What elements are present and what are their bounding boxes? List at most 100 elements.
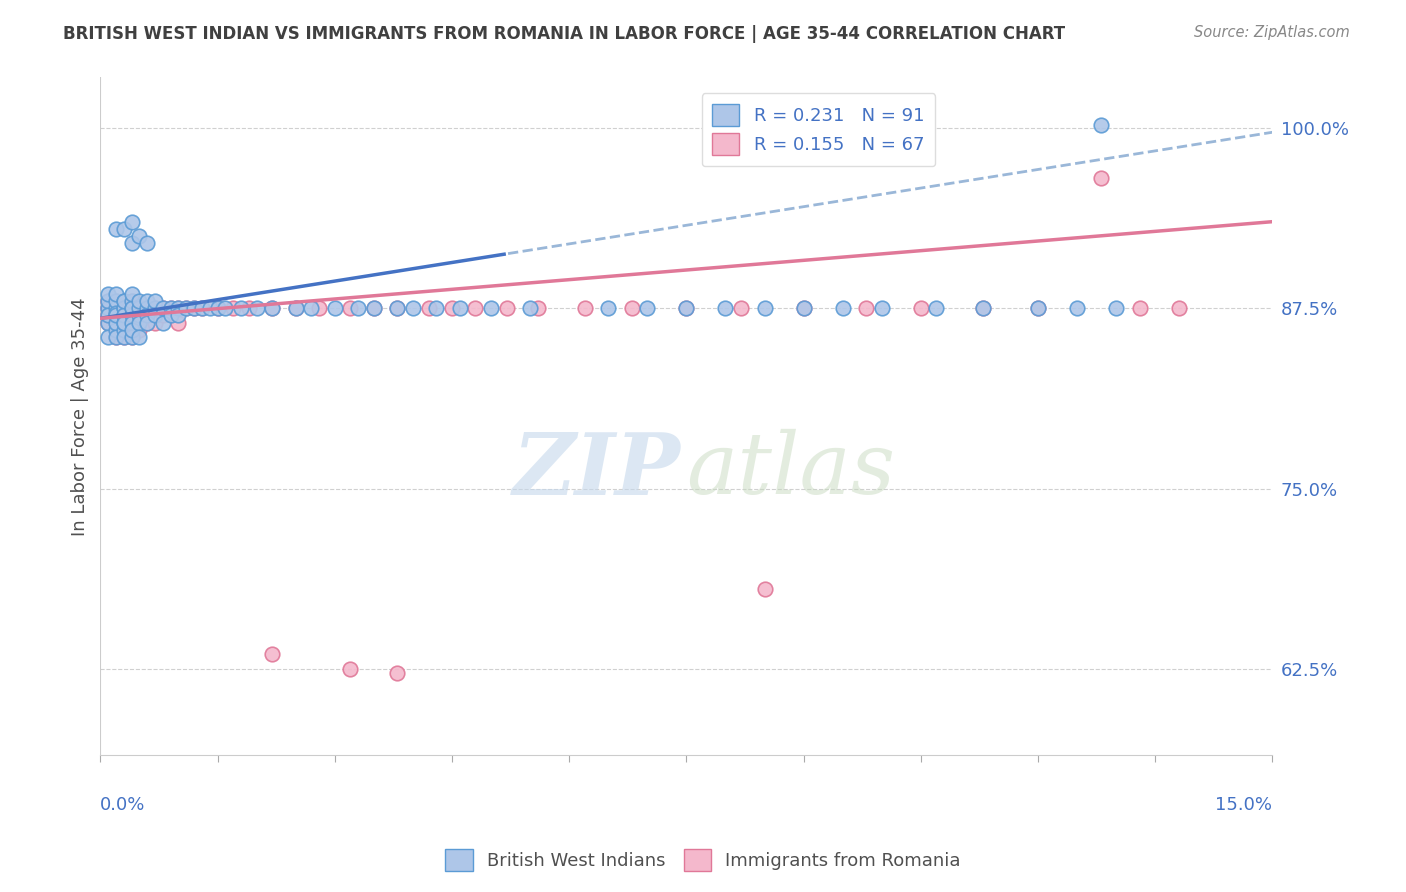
- Point: [121, 301, 143, 316]
- Point: [191, 301, 214, 316]
- Point: [112, 316, 135, 330]
- Point: [152, 301, 174, 316]
- Point: [793, 301, 815, 316]
- Point: [121, 323, 143, 337]
- Point: [440, 301, 463, 316]
- Point: [112, 293, 135, 308]
- Point: [112, 323, 135, 337]
- Point: [104, 293, 127, 308]
- Point: [104, 305, 127, 319]
- Point: [167, 301, 190, 316]
- Point: [128, 301, 150, 316]
- Point: [675, 301, 697, 316]
- Point: [284, 301, 307, 316]
- Point: [104, 330, 127, 344]
- Point: [128, 316, 150, 330]
- Point: [1090, 118, 1112, 132]
- Point: [620, 301, 643, 316]
- Point: [121, 316, 143, 330]
- Point: [598, 301, 620, 316]
- Point: [143, 301, 166, 316]
- Point: [730, 301, 752, 316]
- Point: [128, 323, 150, 337]
- Point: [284, 301, 307, 316]
- Point: [793, 301, 815, 316]
- Point: [136, 293, 159, 308]
- Point: [112, 222, 135, 236]
- Point: [363, 301, 385, 316]
- Point: [97, 286, 120, 301]
- Point: [136, 301, 159, 316]
- Point: [191, 301, 214, 316]
- Point: [143, 301, 166, 316]
- Point: [136, 309, 159, 323]
- Point: [246, 301, 269, 316]
- Point: [143, 309, 166, 323]
- Point: [831, 301, 853, 316]
- Point: [972, 301, 994, 316]
- Point: [339, 662, 361, 676]
- Point: [121, 236, 143, 251]
- Point: [479, 301, 502, 316]
- Text: 15.0%: 15.0%: [1215, 796, 1272, 814]
- Point: [128, 316, 150, 330]
- Point: [425, 301, 447, 316]
- Point: [238, 301, 260, 316]
- Text: Source: ZipAtlas.com: Source: ZipAtlas.com: [1194, 25, 1350, 40]
- Point: [855, 301, 877, 316]
- Point: [136, 316, 159, 330]
- Point: [121, 215, 143, 229]
- Point: [128, 309, 150, 323]
- Point: [97, 316, 120, 330]
- Point: [1167, 301, 1189, 316]
- Point: [262, 301, 284, 316]
- Point: [112, 323, 135, 337]
- Point: [121, 301, 143, 316]
- Point: [167, 309, 190, 323]
- Point: [183, 301, 205, 316]
- Point: [159, 309, 181, 323]
- Point: [1105, 301, 1128, 316]
- Y-axis label: In Labor Force | Age 35-44: In Labor Force | Age 35-44: [72, 297, 89, 536]
- Point: [97, 293, 120, 308]
- Point: [97, 301, 120, 316]
- Point: [121, 293, 143, 308]
- Point: [262, 648, 284, 662]
- Point: [183, 301, 205, 316]
- Point: [262, 301, 284, 316]
- Point: [1090, 171, 1112, 186]
- Point: [128, 309, 150, 323]
- Point: [143, 293, 166, 308]
- Point: [167, 301, 190, 316]
- Point: [112, 330, 135, 344]
- Point: [136, 309, 159, 323]
- Point: [128, 330, 150, 344]
- Point: [121, 293, 143, 308]
- Point: [308, 301, 330, 316]
- Point: [104, 323, 127, 337]
- Point: [159, 309, 181, 323]
- Point: [229, 301, 252, 316]
- Text: BRITISH WEST INDIAN VS IMMIGRANTS FROM ROMANIA IN LABOR FORCE | AGE 35-44 CORREL: BRITISH WEST INDIAN VS IMMIGRANTS FROM R…: [63, 25, 1066, 43]
- Point: [207, 301, 229, 316]
- Point: [207, 301, 229, 316]
- Point: [222, 301, 245, 316]
- Point: [128, 229, 150, 244]
- Point: [112, 301, 135, 316]
- Point: [136, 236, 159, 251]
- Legend: British West Indians, Immigrants from Romania: British West Indians, Immigrants from Ro…: [439, 842, 967, 879]
- Point: [112, 293, 135, 308]
- Point: [1129, 301, 1152, 316]
- Point: [121, 316, 143, 330]
- Point: [574, 301, 596, 316]
- Point: [112, 330, 135, 344]
- Point: [128, 301, 150, 316]
- Text: ZIP: ZIP: [513, 429, 681, 512]
- Point: [97, 309, 120, 323]
- Point: [910, 301, 932, 316]
- Point: [754, 301, 776, 316]
- Point: [112, 316, 135, 330]
- Legend: R = 0.231   N = 91, R = 0.155   N = 67: R = 0.231 N = 91, R = 0.155 N = 67: [702, 94, 935, 166]
- Point: [112, 309, 135, 323]
- Point: [104, 316, 127, 330]
